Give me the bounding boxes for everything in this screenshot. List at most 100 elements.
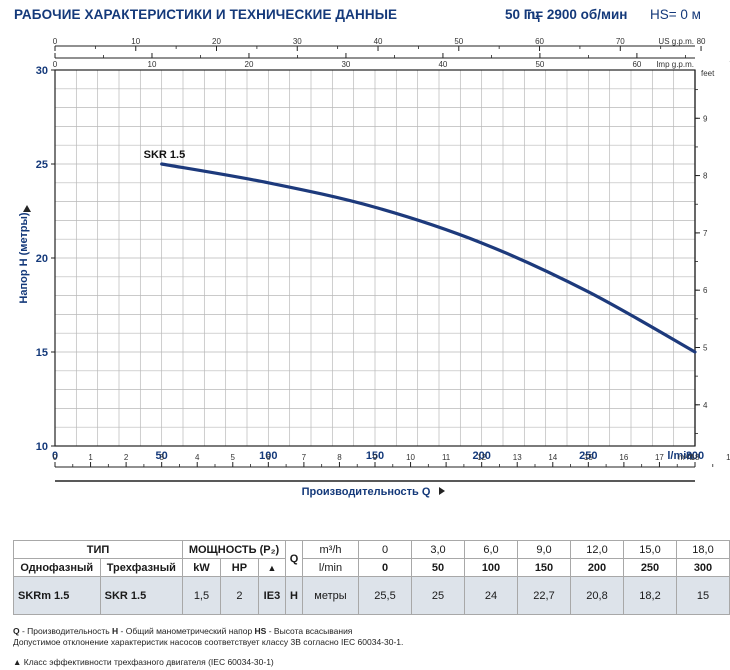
m3h-tick-label: 10: [406, 453, 415, 462]
power-header: МОЩНОСТЬ (P₂): [182, 540, 286, 559]
hp-header: HP: [219, 558, 259, 577]
series-line: [160, 162, 697, 354]
y-tick-label: 15: [36, 347, 48, 359]
h-value-cell: 18,2: [623, 576, 677, 615]
y-axis-title: Напор H (метры): [18, 212, 30, 303]
q-lmin-cell: 250: [623, 558, 677, 577]
note-hs-key: HS: [254, 626, 267, 636]
m3h-tick-label: 4: [195, 453, 200, 462]
frequency-label: 50 Гц: [505, 7, 540, 22]
x-tick-label: 150: [366, 450, 384, 462]
m3h-tick-label: 6: [266, 453, 271, 462]
single-phase-header: Однофазный: [13, 558, 101, 577]
x-tick-label: 300: [686, 450, 704, 462]
x-tick-label: 250: [579, 450, 597, 462]
imp-gpm-tick-label: 40: [438, 60, 447, 69]
imp-gpm-tick-label: 60: [632, 60, 641, 69]
q-m3h-cell: 18,0: [676, 540, 730, 559]
m3h-tick-label: 1: [88, 453, 93, 462]
m3h-tick-label: 13: [513, 453, 522, 462]
h-value-cell: 15: [676, 576, 730, 615]
us-gpm-tick-label: 20: [212, 37, 221, 46]
ie-class: IE3: [257, 576, 287, 615]
h-unit: метры: [302, 576, 359, 615]
m3h-tick-label: 11: [442, 453, 451, 462]
y-tick-label: 30: [36, 65, 48, 77]
m3h-tick-label: 2: [124, 453, 129, 462]
three-phase-header: Трехфазный: [99, 558, 184, 577]
m3h-tick-label: 9: [373, 453, 378, 462]
h-label: H: [285, 576, 303, 615]
hp-value: 2: [219, 576, 259, 615]
us-gpm-tick-label: 60: [535, 37, 544, 46]
notes-line-2: Допустимое отклонение характеристик насо…: [13, 636, 404, 647]
us-gpm-tick-label: 80: [697, 37, 706, 46]
q-m3h-cell: 15,0: [623, 540, 677, 559]
x-tick-label: 100: [259, 450, 277, 462]
m3h-unit-label: m³/h: [678, 453, 694, 462]
feet-tick-label: 5: [703, 343, 708, 352]
m3h-tick-label: 8: [337, 453, 342, 462]
y-axis-arrow-icon: [23, 205, 31, 212]
kw-header: kW: [182, 558, 221, 577]
table-header-row-2: Однофазный Трехфазный kW HP ▲ l/min 0 50…: [13, 558, 730, 577]
x-unit-lmin: l/min: [667, 450, 693, 462]
x-tick-label: 50: [156, 450, 168, 462]
single-phase-model: SKRm 1.5: [13, 576, 101, 615]
suction-height-label: HS= 0 м: [650, 7, 701, 22]
feet-tick-label: 7: [703, 229, 708, 238]
note-q-key: Q: [13, 626, 20, 636]
feet-tick-label: 4: [703, 401, 708, 410]
us-gpm-unit-label: US g.p.m.: [658, 37, 694, 46]
note-hs-text: - Высота всасывания: [266, 626, 353, 636]
m3h-tick-label: 19: [726, 453, 730, 462]
x-tick-label: 0: [52, 450, 58, 462]
three-phase-model: SKR 1.5: [99, 576, 184, 615]
speed-label: n= 2900 об/мин: [527, 7, 628, 22]
m3h-tick-label: 18: [691, 453, 700, 462]
imp-gpm-tick-label: 20: [245, 60, 254, 69]
lmin-unit: l/min: [302, 558, 359, 577]
feet-tick-label: 9: [703, 114, 708, 123]
q-m3h-cell: 3,0: [411, 540, 465, 559]
note-q-text: - Производительность: [19, 626, 113, 636]
y-tick-label: 10: [36, 441, 48, 453]
imp-gpm-tick-label: 30: [341, 60, 350, 69]
chart-title: РАБОЧИЕ ХАРАКТЕРИСТИКИ И ТЕХНИЧЕСКИЕ ДАН…: [14, 7, 398, 22]
h-value-cell: 22,7: [517, 576, 571, 615]
m3h-tick-label: 14: [548, 453, 557, 462]
m3h-tick-label: 0: [53, 453, 58, 462]
us-gpm-tick-label: 10: [131, 37, 140, 46]
q-m3h-cell: 9,0: [517, 540, 571, 559]
m3h-tick-label: 17: [655, 453, 664, 462]
q-lmin-cell: 150: [517, 558, 571, 577]
imp-gpm-tick-label: 10: [148, 60, 157, 69]
us-gpm-tick-label: 0: [53, 37, 58, 46]
h-value-cell: 25: [411, 576, 465, 615]
us-gpm-tick-label: 40: [374, 37, 383, 46]
q-m3h-cell: 0: [358, 540, 412, 559]
m3h-tick-label: 15: [584, 453, 593, 462]
q-label: Q: [285, 540, 303, 577]
table-header-row-1: ТИП МОЩНОСТЬ (P₂) Q m³/h 0 3,0 6,0 9,0 1…: [13, 540, 730, 577]
us-gpm-tick-label: 70: [616, 37, 625, 46]
q-lmin-cell: 0: [358, 558, 412, 577]
technical-data-table: ТИП МОЩНОСТЬ (P₂) Q m³/h 0 3,0 6,0 9,0 1…: [13, 540, 730, 615]
m3h-tick-label: 3: [159, 453, 164, 462]
m3h-tick-label: 16: [619, 453, 628, 462]
note-h-text: - Общий манометрический напор: [118, 626, 255, 636]
x-axis-arrow-icon: [439, 487, 445, 495]
feet-unit-label: feet: [701, 69, 715, 78]
imp-gpm-tick-label: 0: [53, 60, 58, 69]
table-row: SKRm 1.5 SKR 1.5 1,5 2 IE3 H метры 25,5 …: [13, 576, 730, 615]
x-axis-title: Производительность Q: [302, 486, 431, 498]
q-lmin-cell: 200: [570, 558, 624, 577]
note-h-key: H: [112, 626, 119, 636]
notes-line-1: Q - Производительность H - Общий маномет…: [13, 626, 403, 637]
feet-tick-label: 6: [703, 286, 708, 295]
y-tick-label: 25: [36, 159, 48, 171]
us-gpm-tick-label: 50: [454, 37, 463, 46]
ie-class-note: ▲ Класс эффективности трехфазного двигат…: [13, 657, 274, 667]
q-lmin-cell: 100: [464, 558, 518, 577]
